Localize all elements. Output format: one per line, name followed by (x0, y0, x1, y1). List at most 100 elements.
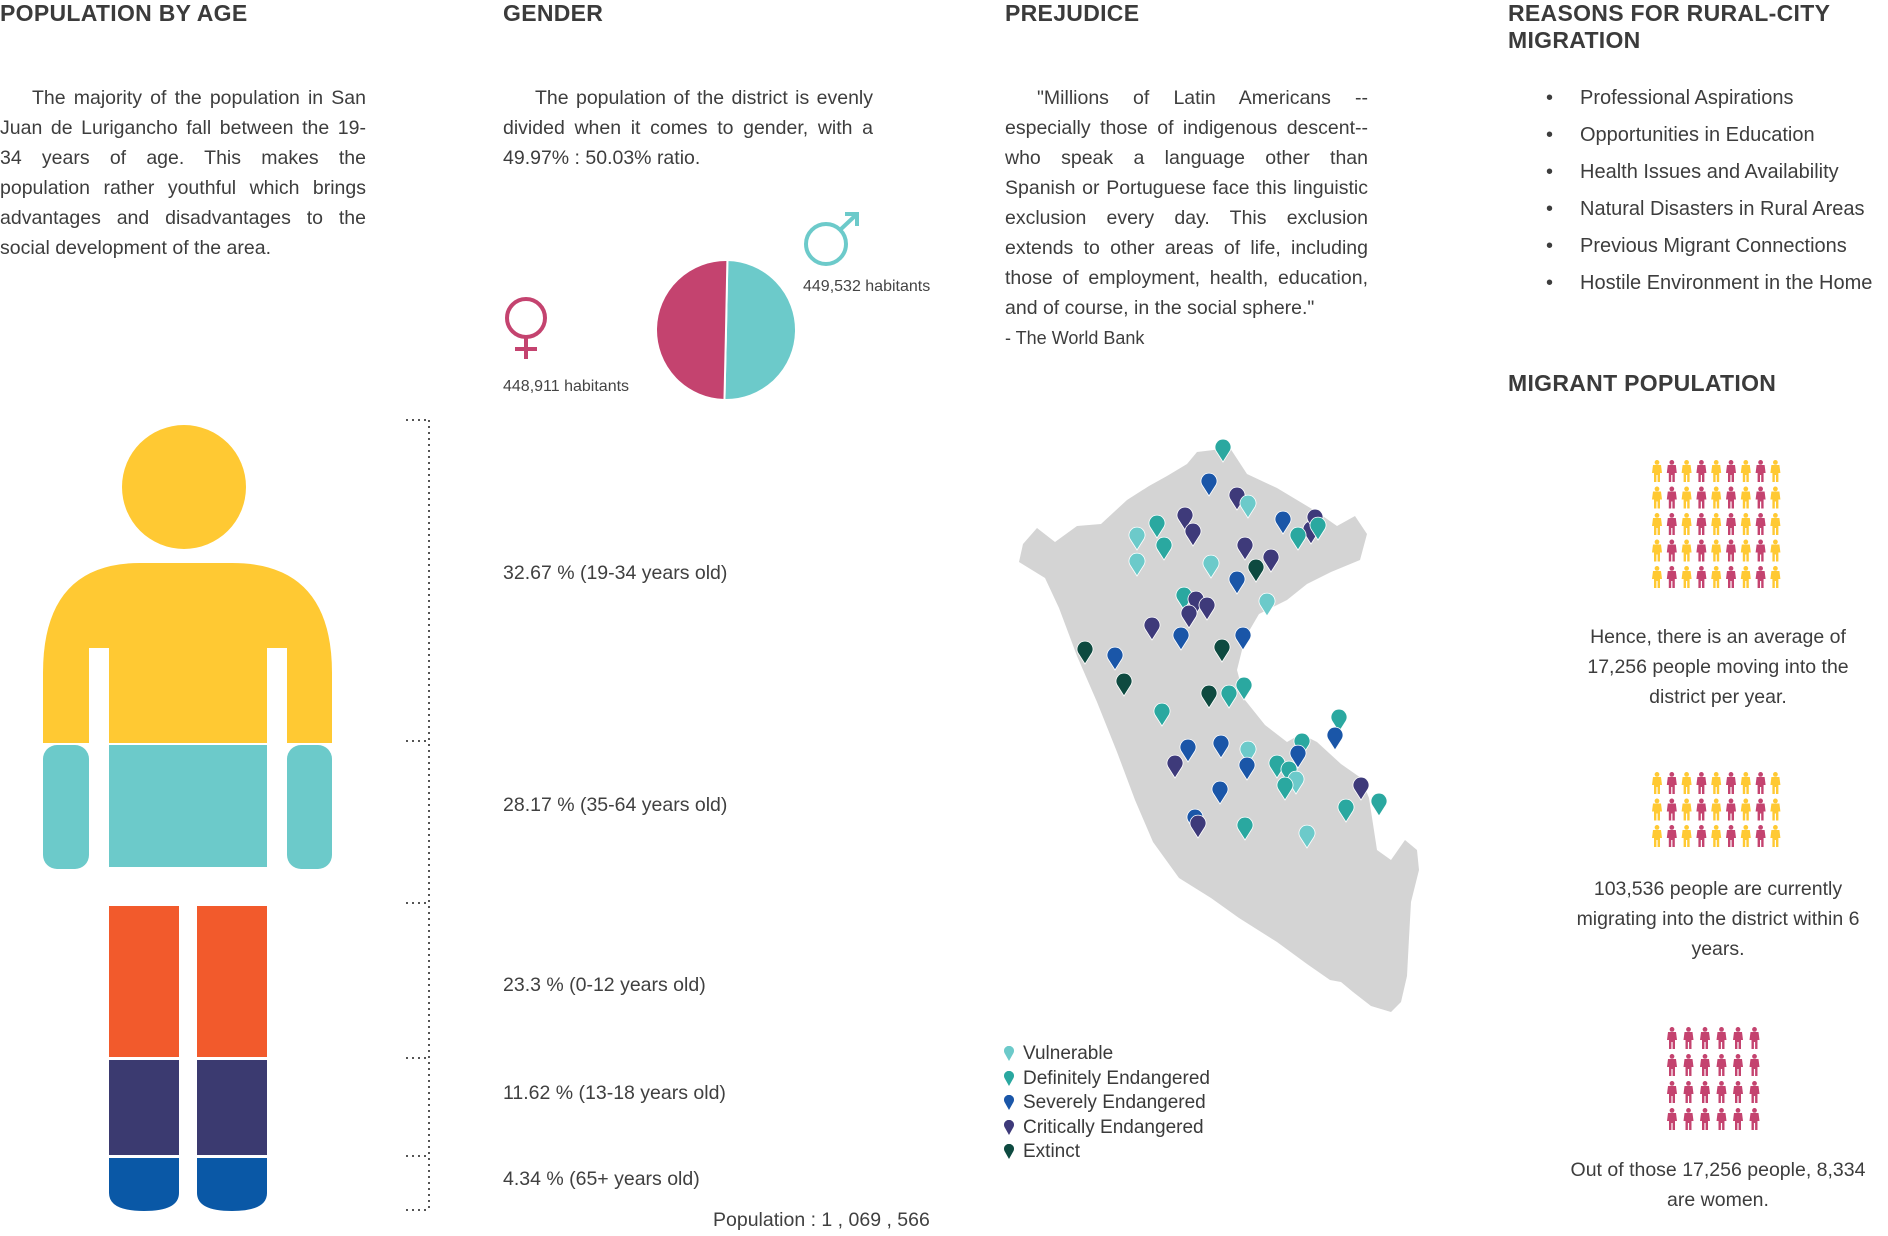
language-pin (1143, 616, 1161, 641)
language-pin (1337, 798, 1355, 823)
person-icon (1667, 1081, 1677, 1103)
person-icon (1711, 566, 1722, 588)
age-label-19-34: 32.67 % (19-34 years old) (503, 562, 728, 584)
language-pin (1153, 702, 1171, 727)
person-icon (1652, 486, 1662, 509)
person-icon (1683, 1108, 1694, 1130)
left-leg-segment-13-18 (109, 1060, 179, 1155)
language-pin (1155, 536, 1173, 561)
hips-segment-35-64 (109, 745, 267, 867)
person-icon (1755, 798, 1766, 821)
language-pin (1236, 816, 1254, 841)
female-count: 448,911 habitants (503, 378, 630, 395)
language-pin (1213, 638, 1231, 663)
person-icon (1716, 1054, 1727, 1076)
head-segment (122, 425, 246, 549)
language-pin (1289, 744, 1307, 769)
language-pin (1330, 708, 1348, 733)
population-by-age-heading: POPULATION BY AGE (0, 0, 248, 26)
person-icon (1770, 772, 1781, 794)
age-label-13-18: 11.62 % (13-18 years old) (503, 1082, 726, 1104)
person-icon (1683, 1027, 1694, 1049)
right-arm-segment-35-64 (287, 745, 332, 869)
person-icon (1740, 513, 1751, 535)
person-icon (1667, 1108, 1677, 1130)
language-pin (1172, 626, 1190, 651)
right-leg-segment-13-18 (197, 1060, 267, 1155)
person-icon (1652, 460, 1662, 482)
person-icon (1740, 486, 1751, 509)
person-icon (1740, 566, 1751, 588)
person-icon (1726, 539, 1736, 562)
reasons-heading: REASONS FOR RURAL-CITY MIGRATION (1508, 0, 1830, 53)
person-icon (1711, 460, 1722, 482)
language-pin (1200, 684, 1218, 709)
gender-text: The population of the district is evenly… (503, 87, 873, 169)
person-icon (1755, 486, 1766, 509)
migrant-stat-women: Out of those 17,256 people, 8,334 are wo… (1570, 1159, 1866, 1211)
peru-language-map (1019, 448, 1419, 1012)
person-icon (1740, 772, 1751, 794)
person-icon (1681, 825, 1692, 847)
person-icon (1711, 486, 1722, 509)
right-foot-segment-65plus (197, 1158, 267, 1211)
person-icon (1700, 1108, 1710, 1130)
language-pin (1148, 514, 1166, 539)
male-count: 449,532 habitants (803, 278, 931, 295)
person-icon (1683, 1081, 1694, 1103)
torso-segment-19-34 (43, 563, 332, 743)
person-icon (1696, 539, 1707, 562)
person-icon (1696, 772, 1707, 794)
language-pin (1214, 438, 1232, 463)
person-icon (1716, 1081, 1727, 1103)
legend-item-critically-endangered: Critically Endangered (1003, 1116, 1210, 1141)
legend-label: Severely Endangered (1023, 1092, 1206, 1113)
pie-slice-female (654, 259, 729, 402)
age-bracket-lines (406, 419, 430, 1211)
person-icon (1666, 539, 1677, 562)
language-pin (1189, 814, 1207, 839)
person-icon (1666, 460, 1677, 482)
person-icon (1726, 825, 1736, 847)
person-icon (1711, 772, 1722, 794)
right-leg-segment-0-12 (197, 906, 267, 1057)
language-pin (1370, 792, 1388, 817)
language-pin (1198, 596, 1216, 621)
person-icon (1733, 1108, 1743, 1130)
person-icon (1733, 1027, 1743, 1049)
map-legend: Vulnerable Definitely Endangered Severel… (1003, 1042, 1210, 1165)
person-icon (1711, 539, 1722, 562)
person-icon (1683, 1054, 1694, 1076)
pin-icon (1004, 1070, 1014, 1086)
legend-item-vulnerable: Vulnerable (1003, 1042, 1210, 1067)
legend-item-extinct: Extinct (1003, 1140, 1210, 1165)
language-pin (1293, 732, 1311, 757)
person-icon (1733, 1081, 1743, 1103)
person-icon (1700, 1054, 1710, 1076)
person-icon (1711, 513, 1722, 535)
left-arm-segment-35-64 (43, 745, 89, 869)
peru-map-shape (1019, 448, 1419, 1012)
reasons-list: Professional Aspirations Opportunities i… (1508, 80, 1872, 302)
person-icon (1749, 1081, 1760, 1103)
pin-icon (1004, 1046, 1014, 1062)
person-icon (1770, 539, 1781, 562)
language-pin (1202, 554, 1220, 579)
legend-item-severely-endangered: Severely Endangered (1003, 1091, 1210, 1116)
person-icon (1666, 825, 1677, 847)
language-pin (1076, 640, 1094, 665)
person-figure (43, 419, 430, 1235)
age-label-0-12: 23.3 % (0-12 years old) (503, 974, 706, 996)
person-icon (1700, 1081, 1710, 1103)
female-symbol-icon (505, 297, 547, 359)
person-icon (1696, 513, 1707, 535)
person-icon (1711, 798, 1722, 821)
person-icon (1696, 486, 1707, 509)
reason-item: Professional Aspirations (1508, 80, 1872, 117)
language-pin (1176, 506, 1194, 531)
legend-label: Critically Endangered (1023, 1116, 1204, 1138)
legend-item-definitely-endangered: Definitely Endangered (1003, 1067, 1210, 1092)
language-pin (1200, 472, 1218, 497)
language-pin (1179, 738, 1197, 763)
person-icon (1755, 513, 1766, 535)
